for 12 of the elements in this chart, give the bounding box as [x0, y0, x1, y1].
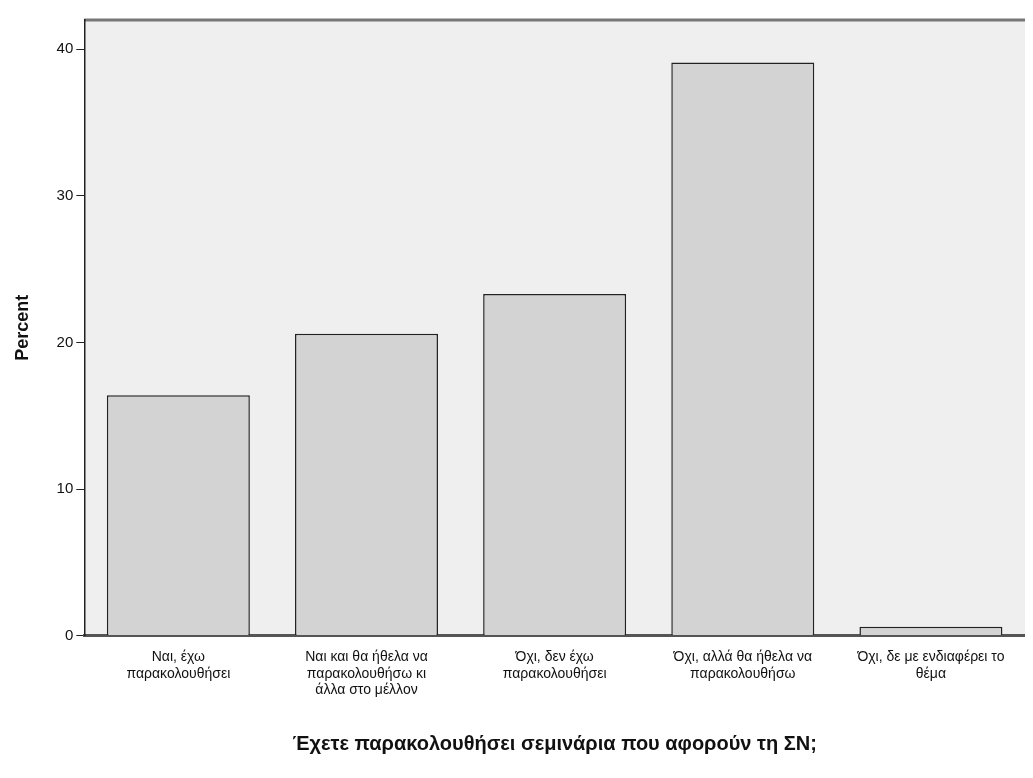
x-tick-label: Ναι, έχω παρακολουθήσει	[126, 647, 231, 681]
x-tick-label: Όχι, αλλά θα ήθελα να παρακολουθήσω	[672, 647, 812, 681]
y-tick-label: 10	[56, 479, 74, 497]
y-tick-label: 40	[56, 39, 74, 57]
x-tick-label: Ναι και θα ήθελα να παρακολουθήσω κι άλλα στο μέλλον	[305, 647, 428, 698]
x-axis-title: Έχετε παρακολουθήσει σεμινάρια που αφορούν τη ΣΝ;	[292, 731, 817, 754]
y-tick-label: 30	[56, 186, 74, 204]
y-tick-label: 20	[56, 332, 74, 350]
x-tick-label: Όχι, δε με ενδιαφέρει το θέμα	[856, 647, 1005, 681]
x-tick-label: Όχι, δεν έχω παρακολουθήσει	[502, 647, 607, 681]
y-tick-label: 0	[64, 625, 74, 643]
y-axis-title: Percent	[11, 294, 32, 361]
